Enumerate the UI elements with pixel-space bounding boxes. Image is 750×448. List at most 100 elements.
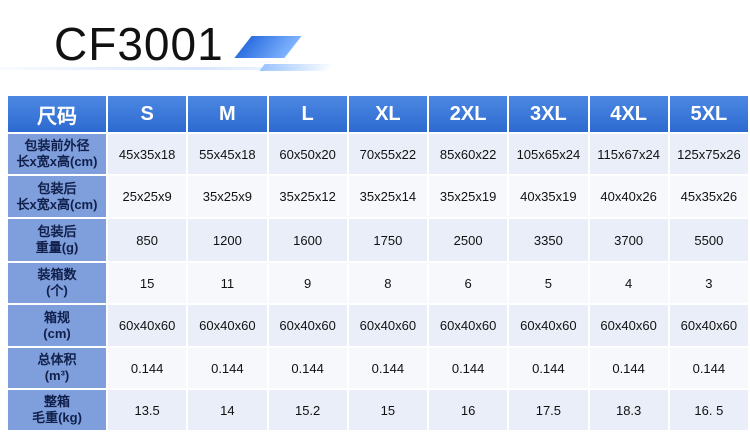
table-cell: 14	[188, 390, 267, 430]
table-cell: 9	[268, 263, 347, 303]
table-cell: 60x40x60	[268, 305, 347, 346]
table-cell: 45x35x18	[108, 134, 187, 174]
table-cell: 1200	[188, 219, 267, 261]
table-cell: 25x25x9	[108, 176, 187, 217]
table-cell: 60x40x60	[108, 305, 187, 346]
table-row: 包装后 长x宽x高(cm) 25x25x9 35x25x9 35x25x12 3…	[8, 176, 748, 217]
row-label: 箱规 (cm)	[8, 305, 106, 346]
table-cell: 3350	[509, 219, 588, 261]
table-cell: 0.144	[429, 348, 508, 388]
table-cell: 35x25x19	[429, 176, 508, 217]
table-cell: 3	[669, 263, 748, 303]
table-cell: 850	[108, 219, 187, 261]
row-label-line: 毛重(kg)	[32, 410, 82, 425]
table-cell: 11	[188, 263, 267, 303]
table-row: 包装前外径 长x宽x高(cm) 45x35x18 55x45x18 60x50x…	[8, 134, 748, 174]
row-label: 装箱数 (个)	[8, 263, 106, 303]
size-header-cell: 4XL	[589, 96, 668, 132]
table-cell: 60x40x60	[429, 305, 508, 346]
table-cell: 4	[589, 263, 668, 303]
size-header-cell: 5XL	[669, 96, 748, 132]
size-header-cell: 3XL	[509, 96, 588, 132]
row-label: 包装后 长x宽x高(cm)	[8, 176, 106, 217]
table-cell: 60x50x20	[268, 134, 347, 174]
table-cell: 1750	[348, 219, 427, 261]
row-label-line: 总体积	[37, 352, 77, 367]
table-cell: 40x35x19	[509, 176, 588, 217]
table-cell: 60x40x60	[589, 305, 668, 346]
table-cell: 60x40x60	[188, 305, 267, 346]
table-cell: 17.5	[509, 390, 588, 430]
row-label: 包装后 重量(g)	[8, 219, 106, 261]
row-label-line: (m³)	[44, 368, 70, 383]
row-label-line: 包装后	[37, 180, 77, 196]
row-label-line: 重量(g)	[35, 240, 79, 255]
table-cell: 5	[509, 263, 588, 303]
table-cell: 35x25x9	[188, 176, 267, 217]
table-cell: 2500	[429, 219, 508, 261]
page-title: CF3001	[54, 18, 224, 70]
table-row: 装箱数 (个) 15 11 9 8 6 5 4 3	[8, 263, 748, 303]
slash-shadow-decoration-icon	[259, 64, 335, 71]
table-row: 整箱 毛重(kg) 13.5 14 15.2 15 16 17.5 18.3 1…	[8, 390, 748, 430]
size-header-cell: 2XL	[429, 96, 508, 132]
table-cell: 15	[108, 263, 187, 303]
table-cell: 1600	[268, 219, 347, 261]
row-label-line: 长x宽x高(cm)	[16, 154, 98, 169]
size-chart-table: 尺码 S M L XL 2XL 3XL 4XL 5XL 包装前外径 长x宽x高(…	[6, 94, 750, 432]
row-label-line: 包装后	[37, 224, 77, 239]
table-cell: 115x67x24	[589, 134, 668, 174]
table-cell: 60x40x60	[669, 305, 748, 346]
row-label-line: 箱规	[43, 309, 70, 325]
table-cell: 0.144	[589, 348, 668, 388]
table-cell: 70x55x22	[348, 134, 427, 174]
table-cell: 60x40x60	[348, 305, 427, 346]
row-label-line: (个)	[46, 283, 68, 298]
table-cell: 55x45x18	[188, 134, 267, 174]
table-cell: 0.144	[669, 348, 748, 388]
table-cell: 105x65x24	[509, 134, 588, 174]
size-header-cell: S	[108, 96, 187, 132]
row-label-line: 长x宽x高(cm)	[16, 196, 98, 212]
table-row: 箱规 (cm) 60x40x60 60x40x60 60x40x60 60x40…	[8, 305, 748, 346]
row-label-line: (cm)	[43, 325, 71, 341]
table-cell: 0.144	[348, 348, 427, 388]
slash-decoration-icon	[234, 36, 302, 58]
row-label: 整箱 毛重(kg)	[8, 390, 106, 430]
row-label-line: 包装前外径	[24, 138, 90, 153]
table-cell: 13.5	[108, 390, 187, 430]
table-row: 包装后 重量(g) 850 1200 1600 1750 2500 3350 3…	[8, 219, 748, 261]
table-row: 总体积 (m³) 0.144 0.144 0.144 0.144 0.144 0…	[8, 348, 748, 388]
title-underline-decoration	[0, 67, 330, 70]
table-cell: 45x35x26	[669, 176, 748, 217]
table-cell: 0.144	[268, 348, 347, 388]
table-cell: 18.3	[589, 390, 668, 430]
table-cell: 0.144	[509, 348, 588, 388]
row-label: 总体积 (m³)	[8, 348, 106, 388]
table-cell: 16	[429, 390, 508, 430]
table-cell: 35x25x12	[268, 176, 347, 217]
table-cell: 60x40x60	[509, 305, 588, 346]
size-header-label: 尺码	[8, 96, 106, 132]
table-cell: 15	[348, 390, 427, 430]
table-cell: 40x40x26	[589, 176, 668, 217]
row-label-line: 整箱	[43, 394, 70, 409]
row-label-line: 装箱数	[37, 267, 77, 282]
table-cell: 125x75x26	[669, 134, 748, 174]
table-cell: 15.2	[268, 390, 347, 430]
size-header-cell: XL	[348, 96, 427, 132]
header: CF3001	[0, 0, 750, 92]
table-cell: 3700	[589, 219, 668, 261]
size-header-row: 尺码 S M L XL 2XL 3XL 4XL 5XL	[8, 96, 748, 132]
table-cell: 0.144	[108, 348, 187, 388]
size-header-cell: M	[188, 96, 267, 132]
table-cell: 85x60x22	[429, 134, 508, 174]
table-cell: 16. 5	[669, 390, 748, 430]
row-label: 包装前外径 长x宽x高(cm)	[8, 134, 106, 174]
table-cell: 6	[429, 263, 508, 303]
table-cell: 5500	[669, 219, 748, 261]
size-header-cell: L	[268, 96, 347, 132]
table-cell: 8	[348, 263, 427, 303]
table-cell: 35x25x14	[348, 176, 427, 217]
table-cell: 0.144	[188, 348, 267, 388]
